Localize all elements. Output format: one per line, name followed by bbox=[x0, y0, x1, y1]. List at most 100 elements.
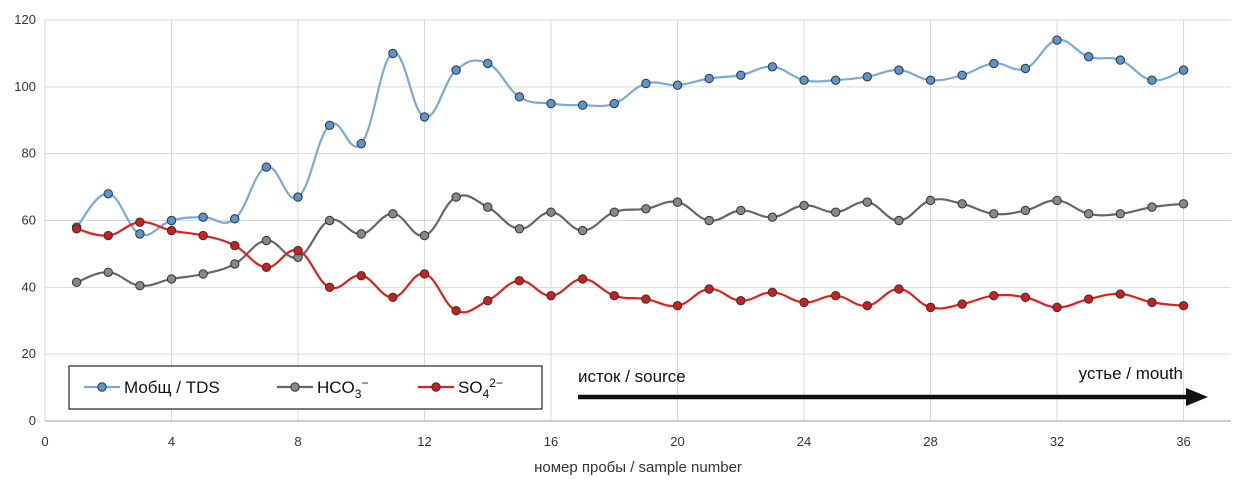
y-tick-label: 0 bbox=[29, 413, 36, 428]
data-point bbox=[546, 207, 556, 217]
data-point bbox=[198, 212, 208, 222]
series-2 bbox=[71, 192, 1189, 291]
data-point bbox=[103, 267, 113, 277]
data-point bbox=[261, 262, 272, 272]
data-point bbox=[989, 209, 999, 219]
legend-marker bbox=[290, 382, 300, 392]
data-point bbox=[1178, 65, 1189, 75]
data-point bbox=[736, 70, 746, 80]
series-line bbox=[75, 38, 1184, 237]
data-point bbox=[514, 224, 525, 234]
data-point bbox=[577, 225, 588, 236]
data-point bbox=[989, 290, 999, 301]
legend-label: HCO3− bbox=[317, 376, 368, 401]
data-point bbox=[230, 214, 240, 224]
data-point bbox=[135, 280, 145, 291]
legend: Мобщ / TDS HCO3− SO42− bbox=[68, 365, 543, 410]
data-point bbox=[1178, 199, 1189, 209]
data-point bbox=[641, 204, 651, 214]
data-point bbox=[419, 269, 430, 279]
data-point bbox=[830, 290, 841, 301]
data-point bbox=[641, 78, 651, 89]
data-point bbox=[1052, 195, 1062, 206]
data-point bbox=[514, 92, 525, 102]
mouth-label: устье / mouth bbox=[1079, 364, 1183, 383]
x-tick-label: 16 bbox=[544, 434, 558, 449]
y-tick-label: 20 bbox=[22, 346, 36, 361]
data-point bbox=[1020, 292, 1031, 303]
data-point bbox=[1115, 209, 1126, 219]
data-point bbox=[166, 225, 177, 236]
data-point bbox=[609, 98, 619, 109]
data-point bbox=[767, 62, 778, 72]
data-point bbox=[830, 207, 841, 217]
data-point bbox=[135, 217, 145, 227]
data-point bbox=[324, 282, 335, 293]
data-point bbox=[830, 75, 841, 85]
x-tick-label: 36 bbox=[1176, 434, 1190, 449]
data-point bbox=[388, 48, 398, 59]
data-point bbox=[577, 100, 588, 110]
data-point bbox=[1020, 205, 1031, 216]
data-point bbox=[894, 284, 904, 294]
data-point bbox=[1147, 75, 1157, 85]
legend-marker bbox=[431, 382, 441, 392]
series-line bbox=[76, 221, 1184, 314]
data-point bbox=[736, 296, 746, 306]
x-tick-label: 24 bbox=[797, 434, 811, 449]
data-point bbox=[451, 306, 461, 316]
data-point bbox=[609, 290, 619, 301]
data-point bbox=[1052, 35, 1062, 45]
data-point bbox=[862, 197, 872, 207]
data-point bbox=[641, 294, 651, 304]
x-axis-label: номер пробы / sample number bbox=[534, 459, 742, 476]
data-point bbox=[672, 197, 683, 207]
data-point bbox=[672, 301, 683, 311]
data-point bbox=[103, 189, 113, 199]
data-point bbox=[1083, 52, 1094, 62]
data-point bbox=[198, 269, 208, 279]
data-point bbox=[989, 58, 999, 69]
data-point bbox=[1115, 55, 1126, 65]
y-tick-label: 40 bbox=[22, 279, 36, 294]
y-tick-label: 120 bbox=[14, 12, 36, 27]
data-point bbox=[103, 230, 113, 241]
data-point bbox=[546, 98, 556, 109]
data-point bbox=[483, 296, 493, 306]
data-point bbox=[1020, 63, 1031, 74]
data-point bbox=[1147, 297, 1157, 308]
legend-item-1: Мобщ / TDS bbox=[84, 378, 220, 397]
x-tick-label: 12 bbox=[417, 434, 431, 449]
y-tick-label: 80 bbox=[22, 146, 36, 161]
data-point bbox=[230, 240, 240, 251]
data-point bbox=[577, 274, 588, 284]
data-point bbox=[356, 270, 366, 281]
legend-item-2: HCO3− bbox=[277, 376, 368, 401]
data-point bbox=[894, 65, 904, 75]
data-point bbox=[514, 275, 525, 286]
data-point bbox=[799, 200, 809, 211]
legend-label: SO42− bbox=[458, 376, 503, 401]
x-tick-label: 4 bbox=[168, 434, 175, 449]
data-point bbox=[672, 80, 683, 90]
data-point bbox=[1052, 302, 1062, 313]
data-point bbox=[71, 277, 82, 288]
data-point bbox=[925, 302, 936, 313]
y-tick-label: 60 bbox=[22, 213, 36, 228]
data-point bbox=[925, 195, 936, 206]
data-point bbox=[388, 292, 398, 303]
data-point bbox=[356, 229, 366, 239]
data-point bbox=[1178, 301, 1189, 311]
legend-marker bbox=[97, 382, 107, 392]
data-point bbox=[862, 72, 872, 82]
grid bbox=[45, 19, 1231, 421]
x-tick-label: 32 bbox=[1050, 434, 1064, 449]
y-tick-label: 100 bbox=[14, 79, 36, 94]
axes: 0 20 40 60 80 100 120 0 4 8 12 16 20 24 28 32 36 bbox=[14, 12, 1231, 449]
series-layer bbox=[71, 35, 1189, 316]
source-label: исток / source bbox=[578, 367, 686, 386]
data-point bbox=[483, 202, 493, 212]
data-point bbox=[925, 75, 936, 85]
data-point bbox=[704, 73, 714, 84]
